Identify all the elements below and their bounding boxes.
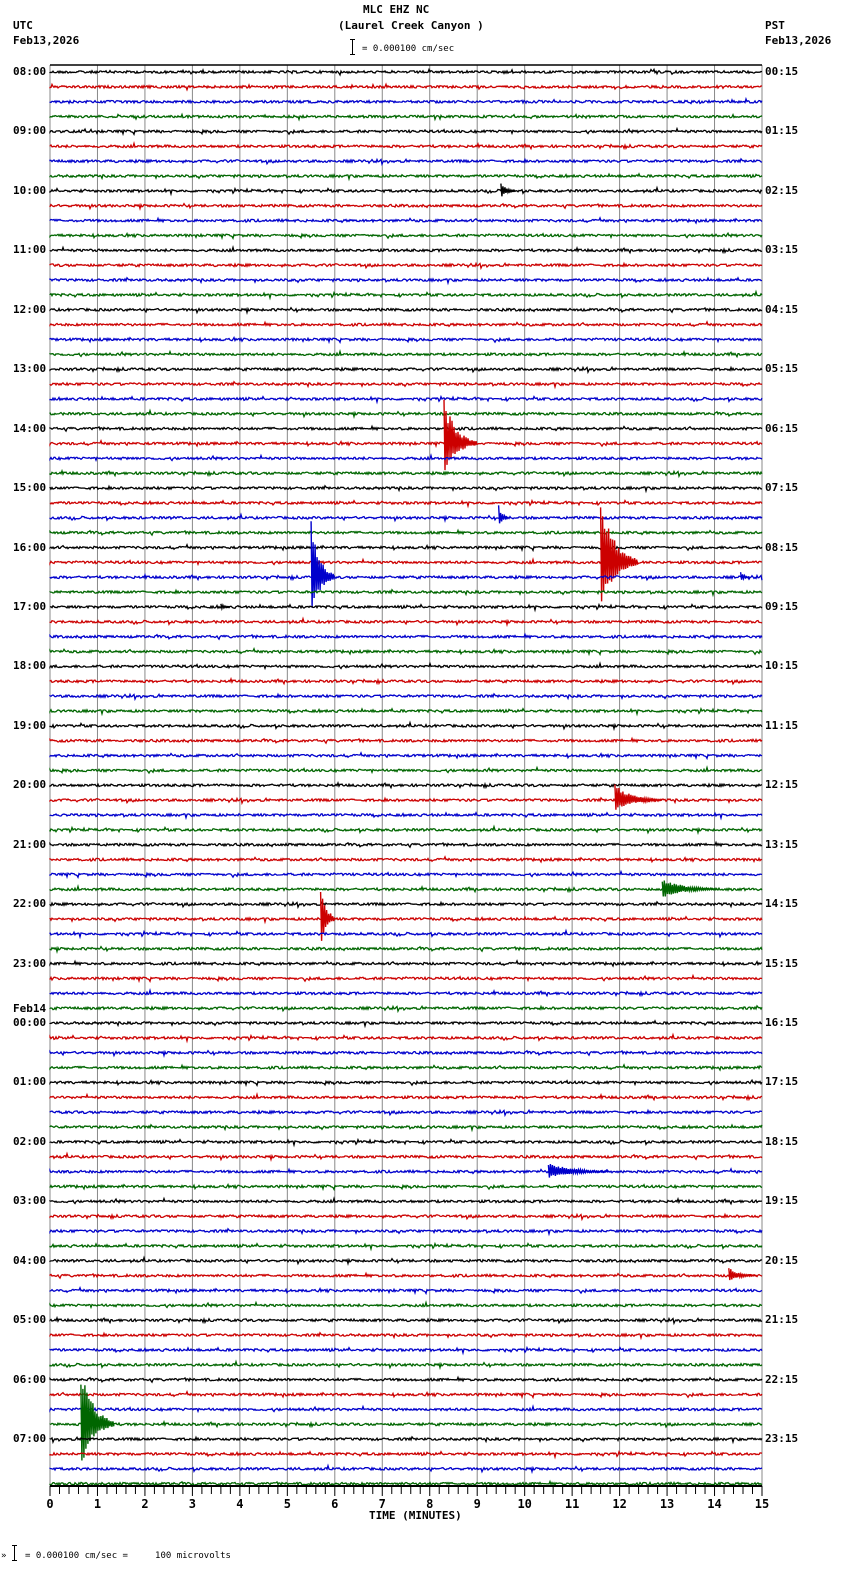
- utc-hour-label: 17:00: [13, 599, 47, 613]
- footer-scale-bar-icon: [12, 1545, 17, 1561]
- utc-hour-label: 10:00: [13, 183, 47, 197]
- x-axis-label: TIME (MINUTES): [369, 1509, 462, 1522]
- footer-scale-label: = 0.000100 cm/sec = 100 microvolts: [25, 1551, 231, 1561]
- pst-hour-label: 23:15: [765, 1432, 799, 1446]
- pst-hour-label: 02:15: [765, 183, 799, 197]
- pst-hour-label: 09:15: [765, 599, 799, 613]
- utc-hour-label: 11:00: [13, 243, 47, 257]
- x-tick-label: 9: [474, 1497, 481, 1511]
- station-title: MLC EHZ NC: [363, 3, 430, 16]
- pst-hour-label: 19:15: [765, 1194, 799, 1208]
- utc-hour-label: 12:00: [13, 302, 47, 316]
- x-tick-label: 12: [612, 1497, 626, 1511]
- station-location: (Laurel Creek Canyon ): [338, 19, 484, 32]
- utc-hour-label: 00:00: [13, 1016, 47, 1030]
- scale-bar-icon: [350, 39, 355, 55]
- utc-hour-label: 20:00: [13, 778, 47, 792]
- scale-label: = 0.000100 cm/sec: [362, 44, 455, 54]
- pst-hour-label: 17:15: [765, 1075, 799, 1089]
- pst-hour-label: 14:15: [765, 897, 799, 911]
- x-tick-label: 6: [331, 1497, 338, 1511]
- pst-hour-label: 06:15: [765, 421, 799, 435]
- utc-hour-label: 05:00: [13, 1313, 47, 1327]
- x-tick-label: 4: [236, 1497, 243, 1511]
- utc-hour-label: 07:00: [13, 1432, 47, 1446]
- x-tick-label: 13: [660, 1497, 674, 1511]
- utc-hour-label: 22:00: [13, 897, 47, 911]
- left-timezone: UTC: [13, 19, 33, 32]
- pst-hour-label: 11:15: [765, 718, 799, 732]
- utc-date-change-label: Feb14: [13, 1002, 47, 1016]
- x-tick-label: 15: [755, 1497, 769, 1511]
- utc-hour-label: 15:00: [13, 481, 47, 495]
- utc-hour-label: 02:00: [13, 1134, 47, 1148]
- pst-hour-label: 15:15: [765, 956, 799, 970]
- utc-hour-label: 09:00: [13, 124, 47, 138]
- utc-hour-label: 03:00: [13, 1194, 47, 1208]
- x-tick-label: 2: [141, 1497, 148, 1511]
- utc-hour-label: 14:00: [13, 421, 47, 435]
- pst-hour-label: 16:15: [765, 1016, 799, 1030]
- utc-hour-label: 01:00: [13, 1075, 47, 1089]
- pst-hour-label: 20:15: [765, 1253, 799, 1267]
- x-tick-label: 3: [189, 1497, 196, 1511]
- pst-hour-label: 13:15: [765, 837, 799, 851]
- pst-hour-label: 21:15: [765, 1313, 799, 1327]
- x-tick-label: 0: [46, 1497, 53, 1511]
- utc-hour-label: 08:00: [13, 65, 47, 78]
- pst-hour-label: 05:15: [765, 362, 799, 376]
- x-tick-label: 14: [707, 1497, 721, 1511]
- pst-hour-label: 03:15: [765, 243, 799, 257]
- pst-hour-label: 00:15: [765, 65, 799, 78]
- pst-hour-label: 10:15: [765, 659, 799, 673]
- utc-hour-label: 23:00: [13, 956, 47, 970]
- footer-prefix: »: [1, 1551, 7, 1561]
- pst-hour-label: 22:15: [765, 1372, 799, 1386]
- pst-hour-label: 04:15: [765, 302, 799, 316]
- x-tick-label: 5: [284, 1497, 291, 1511]
- pst-hour-label: 18:15: [765, 1134, 799, 1148]
- utc-hour-label: 21:00: [13, 837, 47, 851]
- x-tick-label: 11: [565, 1497, 579, 1511]
- right-timezone: PST: [765, 19, 785, 32]
- utc-hour-label: 06:00: [13, 1372, 47, 1386]
- pst-hour-label: 07:15: [765, 481, 799, 495]
- right-date: Feb13,2026: [765, 34, 832, 47]
- pst-hour-label: 01:15: [765, 124, 799, 138]
- x-tick-label: 10: [517, 1497, 531, 1511]
- utc-hour-label: 04:00: [13, 1253, 47, 1267]
- x-tick-label: 1: [94, 1497, 101, 1511]
- utc-hour-label: 19:00: [13, 718, 47, 732]
- utc-hour-label: 16:00: [13, 540, 47, 554]
- utc-hour-label: 18:00: [13, 659, 47, 673]
- pst-hour-label: 08:15: [765, 540, 799, 554]
- pst-hour-label: 12:15: [765, 778, 799, 792]
- x-tick-label: 7: [379, 1497, 386, 1511]
- left-date: Feb13,2026: [13, 34, 80, 47]
- utc-hour-label: 13:00: [13, 362, 47, 376]
- x-tick-label: 8: [426, 1497, 433, 1511]
